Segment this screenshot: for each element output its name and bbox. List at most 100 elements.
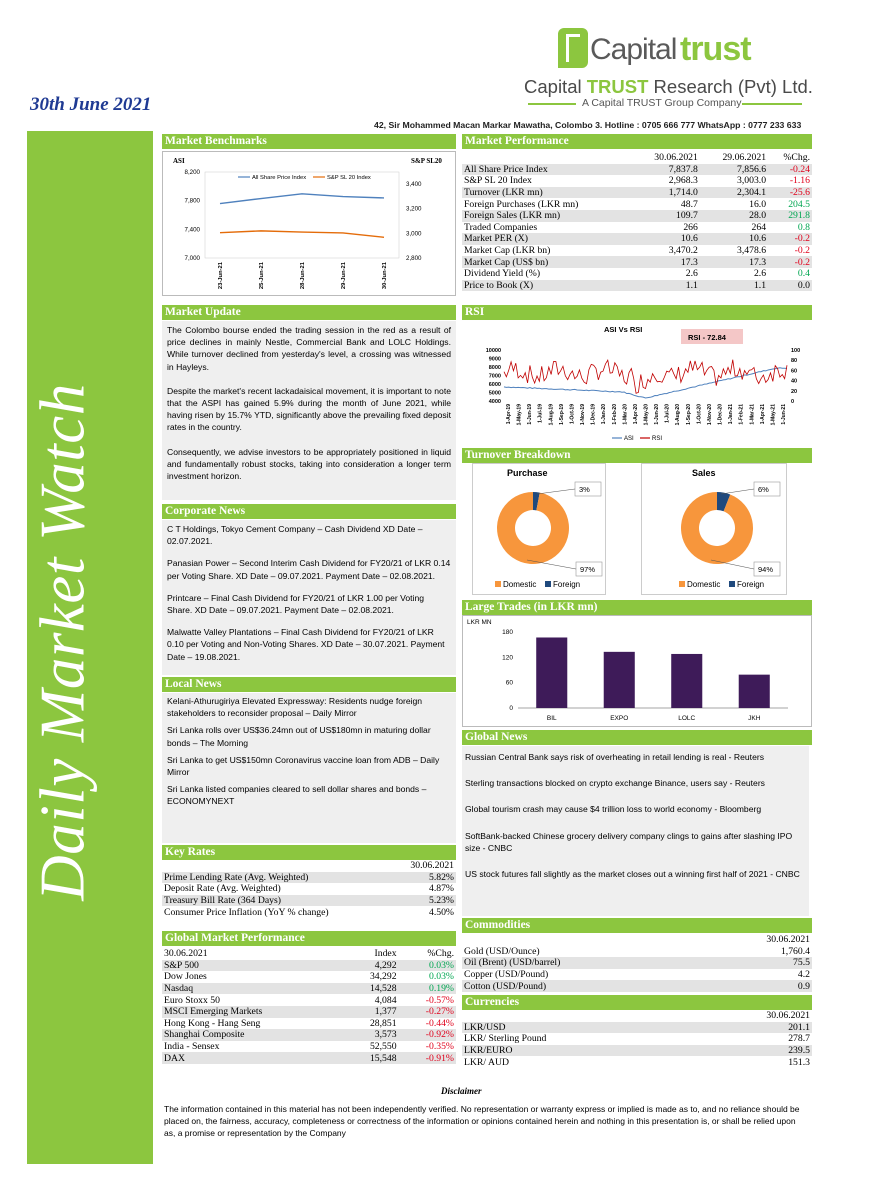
global-market-label: Dow Jones [164, 971, 207, 983]
rsi-legend-label: RSI [652, 436, 662, 442]
section-corporate-news: Corporate News [162, 504, 456, 519]
rsi-x-tick: 1-May-20 [644, 404, 650, 426]
legend-domestic-swatch [679, 581, 685, 587]
update-para-3: Consequently, we advise investors to be … [167, 446, 451, 482]
rsi-x-tick: 1-Apr-20 [633, 404, 639, 425]
global-market-chg: -0.57% [425, 994, 454, 1006]
perf-today: 3,470.2 [668, 245, 698, 257]
legend-foreign-label: Foreign [553, 580, 580, 589]
perf-prev: 3,003.0 [736, 175, 767, 187]
bench-legend-label: S&P SL 20 Index [327, 175, 371, 181]
rsi-x-tick: 1-Apr-19 [506, 404, 512, 425]
global-market-label: Shanghai Composite [162, 1029, 345, 1041]
benchmarks-chart-box: ASI S&P SL20 8,200 7,800 7,400 7,000 3,400 3,… [162, 151, 456, 296]
rsi-left-tick: 4000 [489, 399, 501, 405]
perf-row: Price to Book (X) 1.1 1.1 0.0 [462, 279, 812, 292]
perf-chg: -0.2 [794, 245, 810, 257]
rsi-x-tick: 1-Jul-19 [538, 404, 544, 423]
bench-legend-label: All Share Price Index [252, 175, 306, 181]
rsi-left-tick: 10000 [486, 348, 501, 354]
perf-prev: 2.6 [753, 268, 767, 280]
global-market-chg: -0.35% [425, 1041, 454, 1053]
global-market-row: MSCI Emerging Markets 1,377 -0.27% [162, 1005, 456, 1018]
rate-row: Consumer Price Inflation (YoY % change) 4… [162, 906, 456, 918]
section-local-news: Local News [162, 677, 456, 692]
commodity-row: Gold (USD/Ounce) 1,760.4 [462, 946, 812, 958]
rsi-x-tick: 1-Oct-19 [569, 404, 575, 424]
logo-icon-mark [566, 34, 580, 62]
rsi-left-tick: 5000 [489, 391, 501, 397]
global-news-item: Global tourism crash may cause $4 trilli… [465, 804, 762, 815]
rsi-right-tick: 0 [791, 399, 794, 405]
section-key-rates: Key Rates [162, 845, 456, 860]
global-news-list: Russian Central Bank says risk of overhe… [462, 746, 809, 916]
foreign-slice [533, 492, 540, 511]
foreign-slice [717, 492, 731, 512]
global-market-label: Nasdaq [162, 982, 345, 995]
trades-bar [536, 637, 568, 708]
global-market-index: 34,292 [369, 971, 397, 983]
section-market-performance: Market Performance [462, 134, 812, 149]
rsi-x-tick: 1-Apr-21 [760, 404, 766, 425]
commodity-value: 1,760.4 [780, 945, 810, 957]
rate-value: 4.50% [428, 906, 454, 918]
bench-x-tick: 29-Jun-21 [341, 261, 347, 289]
bench-left-tick: 7,800 [185, 198, 201, 205]
rsi-legend-label: ASI [624, 436, 634, 442]
global-market-row: Shanghai Composite 3,573 -0.92% [162, 1029, 456, 1041]
rsi-right-tick: 60 [791, 368, 797, 374]
perf-chg: -25.6 [768, 186, 812, 199]
perf-row: S&P SL 20 Index 2,968.3 3,003.0 -1.16 [462, 175, 812, 187]
purchase-donut: Purchase 3% 97% Domestic Foreign [495, 468, 603, 589]
perf-label: Market Cap (US$ bn) [462, 256, 632, 268]
legend-domestic-swatch [495, 581, 501, 587]
trades-bar [671, 653, 703, 708]
currency-row: LKR/EURO 239.5 [462, 1044, 812, 1057]
rsi-right-tick: 80 [791, 358, 797, 364]
legend-foreign-swatch [545, 581, 551, 587]
rsi-x-tick: 1-May-21 [770, 404, 776, 426]
perf-chg: 204.5 [788, 198, 810, 210]
sidebar [27, 131, 153, 1164]
rsi-x-tick: 1-Jul-20 [665, 404, 671, 423]
sales-donut: Sales 6% 94% Domestic Foreign [679, 468, 781, 589]
perf-today: 17.3 [631, 256, 700, 268]
perf-label: S&P SL 20 Index [464, 175, 532, 187]
rsi-chart-box: ASI Vs RSI RSI - 72.84 10000 9000 8000 7000… [462, 321, 812, 445]
global-market-label: DAX [162, 1052, 345, 1064]
rates-header-row: 30.06.2021 [162, 860, 456, 872]
spsl20-axis-label: S&P SL20 [411, 157, 442, 165]
section-turnover-breakdown: Turnover Breakdown [462, 448, 812, 463]
corporate-news-list: C T Holdings, Tokyo Cement Company – Cas… [162, 520, 456, 675]
domestic-slice [497, 492, 569, 564]
section-global-news: Global News [462, 730, 812, 745]
perf-prev: 17.3 [699, 256, 769, 268]
commodity-row: Oil (Brent) (USD/barrel) 75.5 [462, 957, 812, 969]
rsi-left-tick: 6000 [489, 382, 501, 388]
rate-row: Treasury Bill Rate (364 Days) 5.23% [162, 894, 456, 907]
trades-y-tick: 60 [506, 680, 514, 687]
rsi-x-tick: 1-Jan-20 [601, 404, 607, 425]
rate-value: 5.23% [391, 894, 456, 907]
perf-label: Turnover (LKR mn) [462, 186, 632, 199]
global-market-chg: 0.03% [398, 959, 456, 972]
bench-x-tick: 25-Jun-21 [259, 261, 265, 289]
sales-domestic-label-leader [710, 559, 755, 570]
perf-row: Traded Companies 266 264 0.8 [462, 222, 812, 234]
bench-right-tick: 3,000 [406, 230, 422, 237]
rate-label: Prime Lending Rate (Avg. Weighted) [162, 871, 392, 884]
sidebar-title: Daily Market Watch [27, 383, 98, 901]
global-market-table: 30.06.2021 Index %Chg. S&P 500 4,292 0.03% Do… [162, 948, 456, 1064]
currency-row: LKR/ Sterling Pound 278.7 [462, 1033, 812, 1045]
perf-today: 2,968.3 [668, 175, 698, 187]
rsi-x-tick: 1-May-19 [517, 404, 523, 426]
currency-label: LKR/ Sterling Pound [464, 1033, 547, 1045]
group-line-left [528, 103, 576, 105]
rsi-right-tick: 40 [791, 379, 797, 385]
logo: Capital trust [558, 28, 773, 72]
rsi-x-tick: 1-Sep-19 [559, 404, 565, 425]
section-currencies: Currencies [462, 995, 812, 1010]
global-market-row: Dow Jones 34,292 0.03% [162, 971, 456, 983]
trades-bar [603, 651, 635, 708]
perf-row: Foreign Purchases (LKR mn) 48.7 16.0 204.5 [462, 198, 812, 210]
